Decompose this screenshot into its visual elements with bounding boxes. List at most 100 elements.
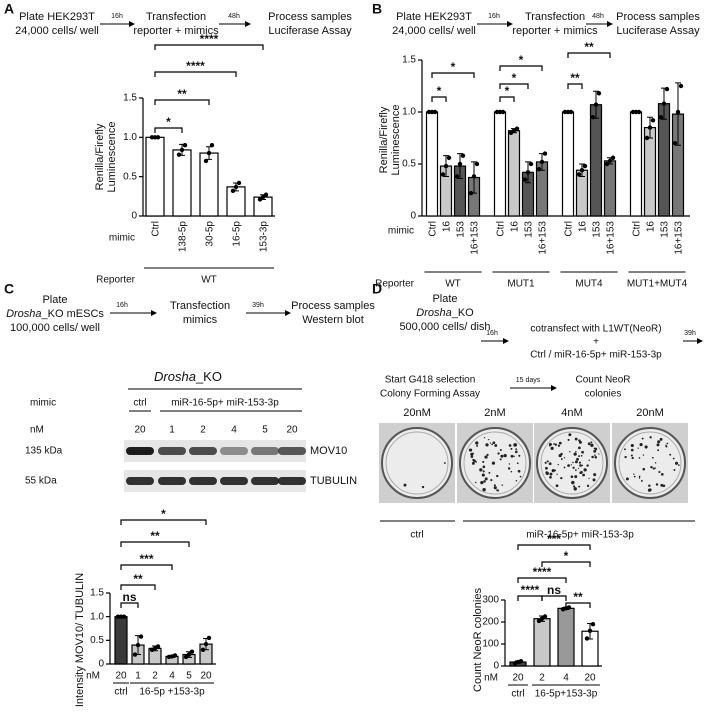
significance-label: ****: [200, 32, 219, 46]
x-tick-label: Ctrl: [632, 221, 643, 237]
colony-dot: [662, 484, 666, 488]
blot-title: Drosha_KO: [154, 369, 222, 384]
data-point: [584, 636, 590, 641]
colony-dot: [674, 461, 679, 465]
colony-dot: [579, 464, 582, 467]
data-point: [661, 101, 667, 106]
colony-dot: [513, 455, 515, 458]
bar: [629, 111, 643, 217]
significance-label: ns: [547, 583, 561, 597]
y-tick-label: 0.5: [123, 171, 137, 182]
colony-dot: [586, 464, 589, 467]
dish-label: 4nM: [561, 407, 582, 419]
dish: [381, 427, 453, 499]
data-point: [566, 605, 572, 610]
colony-dot: [650, 465, 653, 469]
data-point: [593, 102, 599, 107]
data-point: [525, 170, 531, 175]
data-point: [636, 109, 642, 115]
colony-dot: [647, 488, 651, 492]
x-tick-label: 153: [592, 221, 603, 238]
colony-dot: [508, 463, 511, 465]
step-detail: Drosha_KO: [416, 307, 474, 319]
step: Plate: [42, 294, 67, 306]
data-point: [474, 161, 480, 167]
colony-dot: [548, 442, 552, 446]
colony-dot: [557, 444, 561, 447]
group-title: Reporter: [96, 275, 136, 286]
significance-bracket: [499, 83, 529, 89]
data-point: [471, 174, 477, 179]
x-tick-label: 30-5p: [205, 221, 216, 247]
colony-dot: [470, 455, 474, 458]
y-axis-label: Luminescence: [390, 105, 402, 176]
significance-bracket: [517, 577, 567, 583]
blot-band: [278, 447, 306, 455]
row-label: mimic: [30, 398, 56, 409]
dish-rim: [618, 431, 682, 495]
step: Plate: [432, 293, 457, 305]
colony-dot: [558, 441, 562, 445]
colony-dot: [484, 455, 488, 459]
colony-dot: [625, 477, 629, 481]
bar: [533, 618, 551, 667]
colony-dot: [489, 442, 492, 444]
panel-letter: B: [372, 1, 382, 17]
strain-rest: _KO: [195, 369, 222, 384]
colony-dot: [490, 479, 493, 482]
bar: [557, 607, 575, 667]
blot-band: [158, 477, 186, 485]
significance-bracket: [567, 83, 583, 89]
colony-dot: [510, 454, 514, 458]
colony-dot: [513, 443, 517, 447]
colony-dot: [443, 462, 446, 464]
bar: [507, 130, 521, 217]
lane-label: 20: [134, 425, 146, 436]
colony-dot: [570, 475, 574, 478]
colony-dot: [497, 452, 500, 455]
significance-label: **: [133, 572, 143, 586]
y-tick-label: 0: [98, 659, 104, 670]
x-tick-label: Ctrl: [496, 221, 507, 237]
colony-dot: [633, 475, 636, 478]
workflow: Plate HEK293T 24,000 cells/ well 16h Tra…: [392, 11, 700, 37]
colony-dot: [482, 470, 485, 473]
colony-dot: [637, 447, 639, 449]
data-point: [257, 197, 263, 202]
bar: [199, 152, 219, 217]
colony-dot: [573, 487, 577, 491]
colony-dot: [500, 454, 504, 458]
colony-dot: [578, 485, 581, 488]
data-point: [236, 180, 242, 186]
step-plus: +: [593, 337, 599, 348]
step-detail: 100,000 cells/ well: [10, 322, 100, 334]
colony-dot: [518, 454, 521, 457]
colony-dot: [578, 461, 582, 464]
group-label: ctrl: [114, 687, 127, 698]
x-tick-label: 16-5p: [232, 221, 243, 247]
colony-dot: [666, 442, 669, 445]
data-point: [664, 86, 670, 92]
colony-dot: [638, 477, 641, 479]
size-label: 55 kDa: [25, 476, 57, 487]
colony-dot: [550, 446, 554, 450]
x-tick-label: 16: [578, 221, 589, 233]
data-point: [200, 647, 206, 652]
data-point: [590, 115, 596, 120]
lane-label: 4: [231, 425, 237, 436]
data-point: [678, 83, 684, 89]
colony-dot: [657, 440, 661, 444]
blot-band: [126, 477, 154, 485]
colony-assay: ctrl miR-16-5p+ miR-153-3p 20nM 2nM 4nM 20n…: [379, 407, 695, 541]
group-label: ctrl: [133, 398, 146, 409]
step-detail: colonies: [585, 389, 622, 400]
strain: Drosha: [416, 307, 451, 319]
time: 16h: [486, 330, 498, 337]
colony-dot: [633, 473, 635, 475]
significance-bracket: [154, 44, 264, 50]
colony-dot: [588, 477, 590, 479]
lane-label: 20: [286, 425, 298, 436]
colony-dot: [554, 443, 558, 446]
dish-rim: [463, 431, 527, 495]
colony-dot: [574, 437, 578, 441]
